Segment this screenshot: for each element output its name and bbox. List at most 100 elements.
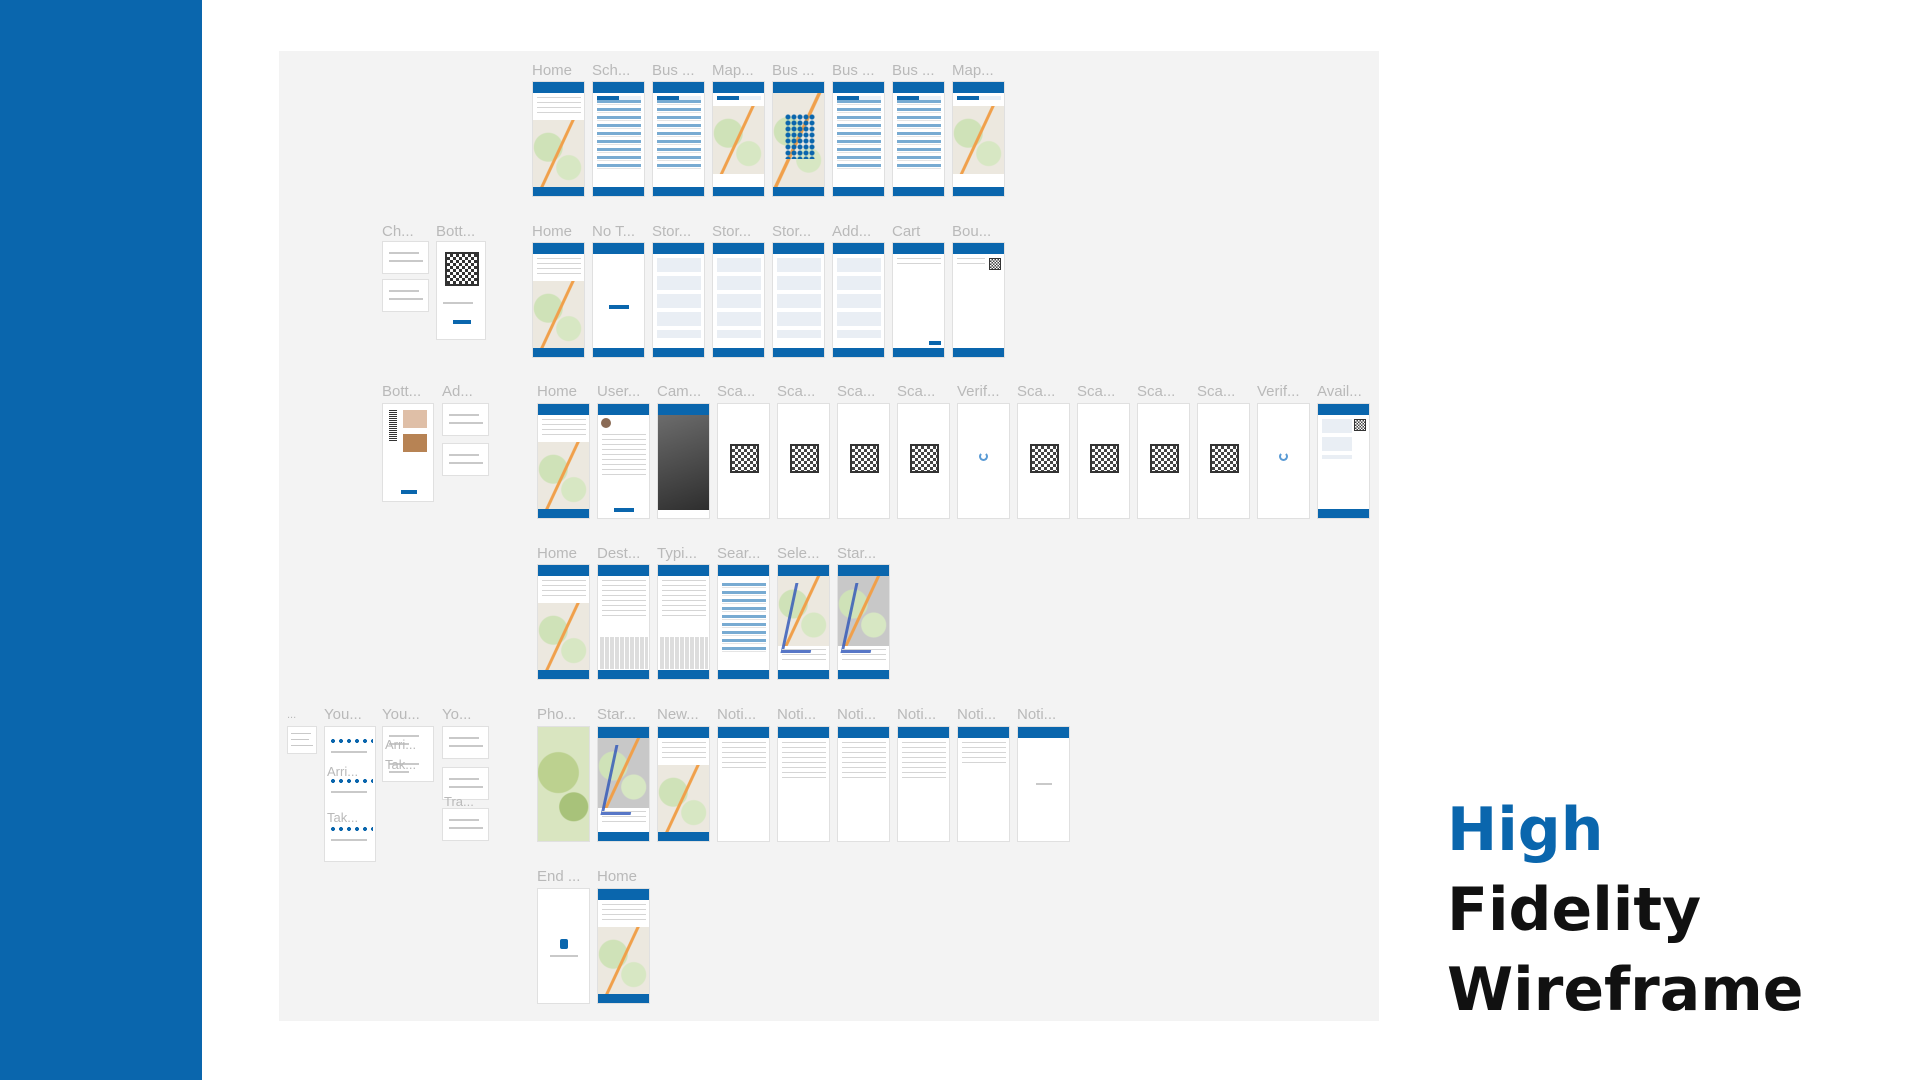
screen-add-to-cart[interactable] — [832, 242, 885, 358]
screen-notifications[interactable] — [777, 726, 830, 842]
screen-store[interactable] — [652, 242, 705, 358]
screen-end-trip[interactable] — [537, 888, 590, 1004]
screen-phone-lock[interactable] — [537, 726, 590, 842]
screen-bus-times[interactable] — [892, 81, 945, 197]
wireframe-canvas: Home Sch... Bus ... Map... Bus ... Bus .… — [279, 51, 1379, 1021]
screen-no-tickets[interactable] — [592, 242, 645, 358]
title-line-wireframe: Wireframe — [1447, 955, 1804, 1025]
screen-schedule[interactable] — [592, 81, 645, 197]
frame-label: Bou... — [952, 223, 992, 240]
frame-label: Sch... — [592, 62, 631, 79]
screen-notifications[interactable] — [717, 726, 770, 842]
screen-verifying[interactable] — [1257, 403, 1310, 519]
screen-scan[interactable] — [717, 403, 770, 519]
added-card[interactable] — [442, 403, 489, 436]
screen-home[interactable] — [597, 888, 650, 1004]
frame-label: Bus ... — [772, 62, 815, 79]
screen-user-menu[interactable] — [597, 403, 650, 519]
checkout-card[interactable] — [382, 241, 429, 274]
screen-notifications[interactable] — [957, 726, 1010, 842]
frame-label: Noti... — [777, 706, 817, 723]
frame-label: Tak... — [385, 757, 417, 772]
screen-home[interactable] — [532, 242, 585, 358]
frame-label: New... — [657, 706, 699, 723]
screen-select-route[interactable] — [777, 564, 830, 680]
bottom-sheet-qr[interactable] — [436, 241, 486, 340]
frame-label: Sca... — [897, 383, 936, 400]
screen-store[interactable] — [712, 242, 765, 358]
screen-bus-list[interactable] — [652, 81, 705, 197]
screen-scan[interactable] — [1017, 403, 1070, 519]
screen-new-trip[interactable] — [657, 726, 710, 842]
screen-scan[interactable] — [897, 403, 950, 519]
screen-verifying[interactable] — [957, 403, 1010, 519]
screen-notifications[interactable] — [837, 726, 890, 842]
screen-start-trip[interactable] — [837, 564, 890, 680]
frame-label: Bott... — [436, 223, 476, 240]
screen-cart[interactable] — [892, 242, 945, 358]
screen-scan[interactable] — [777, 403, 830, 519]
frame-label: Star... — [837, 545, 877, 562]
frame-label: Sca... — [837, 383, 876, 400]
frame-label: Dest... — [597, 545, 641, 562]
frame-label: Noti... — [1017, 706, 1057, 723]
screen-available[interactable] — [1317, 403, 1370, 519]
screen-scan[interactable] — [1137, 403, 1190, 519]
frame-label: Ch... — [382, 223, 414, 240]
frame-label: Stor... — [712, 223, 752, 240]
menu-card[interactable] — [287, 726, 317, 754]
frame-label: Home — [532, 223, 573, 240]
screen-notifications-empty[interactable] — [1017, 726, 1070, 842]
frame-label: You... — [382, 706, 420, 723]
screen-home[interactable] — [537, 403, 590, 519]
frame-label: You... — [324, 706, 362, 723]
screen-map[interactable] — [712, 81, 765, 197]
your-trip-panel[interactable] — [324, 726, 376, 862]
bottom-sheet-ticket[interactable] — [382, 403, 434, 502]
screen-home[interactable] — [532, 81, 585, 197]
frame-label: ... — [287, 709, 297, 721]
frame-label: Stor... — [772, 223, 812, 240]
frame-label: Tra... — [444, 794, 474, 809]
screen-notifications[interactable] — [897, 726, 950, 842]
your-trip-card[interactable] — [382, 726, 434, 782]
screen-camera[interactable] — [657, 403, 710, 519]
frame-label: Avail... — [1317, 383, 1362, 400]
frame-label: Noti... — [957, 706, 997, 723]
screen-bus-stops[interactable] — [832, 81, 885, 197]
frame-label: Verif... — [957, 383, 1000, 400]
frame-label: Sca... — [1017, 383, 1056, 400]
screen-map-route[interactable] — [952, 81, 1005, 197]
frame-label: Map... — [952, 62, 994, 79]
frame-label: Ad... — [442, 383, 473, 400]
frame-label: Home — [537, 545, 578, 562]
screen-scan[interactable] — [1197, 403, 1250, 519]
screen-home[interactable] — [537, 564, 590, 680]
screen-bus-map[interactable] — [772, 81, 825, 197]
frame-label: Typi... — [657, 545, 698, 562]
screen-scan[interactable] — [837, 403, 890, 519]
screen-bought[interactable] — [952, 242, 1005, 358]
your-trip-status-card[interactable] — [442, 726, 489, 759]
frame-label: Star... — [597, 706, 637, 723]
frame-label: End ... — [537, 868, 581, 885]
checkout-card[interactable] — [382, 279, 429, 312]
screen-start-trip[interactable] — [597, 726, 650, 842]
slide-title: High Fidelity Wireframe — [1447, 790, 1803, 1030]
frame-label: Add... — [832, 223, 872, 240]
failed-card[interactable] — [442, 443, 489, 476]
screen-store[interactable] — [772, 242, 825, 358]
screen-destination[interactable] — [597, 564, 650, 680]
your-trip-status-card[interactable] — [442, 808, 489, 841]
frame-label: Home — [597, 868, 638, 885]
screen-search-results[interactable] — [717, 564, 770, 680]
frame-label: Noti... — [897, 706, 937, 723]
frame-label: Sca... — [1197, 383, 1236, 400]
frame-label: Bus ... — [652, 62, 695, 79]
screen-scan[interactable] — [1077, 403, 1130, 519]
frame-label: Sca... — [1077, 383, 1116, 400]
title-line-fidelity: Fidelity — [1447, 875, 1702, 945]
screen-typing[interactable] — [657, 564, 710, 680]
frame-label: Home — [532, 62, 573, 79]
your-trip-status-card[interactable] — [442, 767, 489, 800]
